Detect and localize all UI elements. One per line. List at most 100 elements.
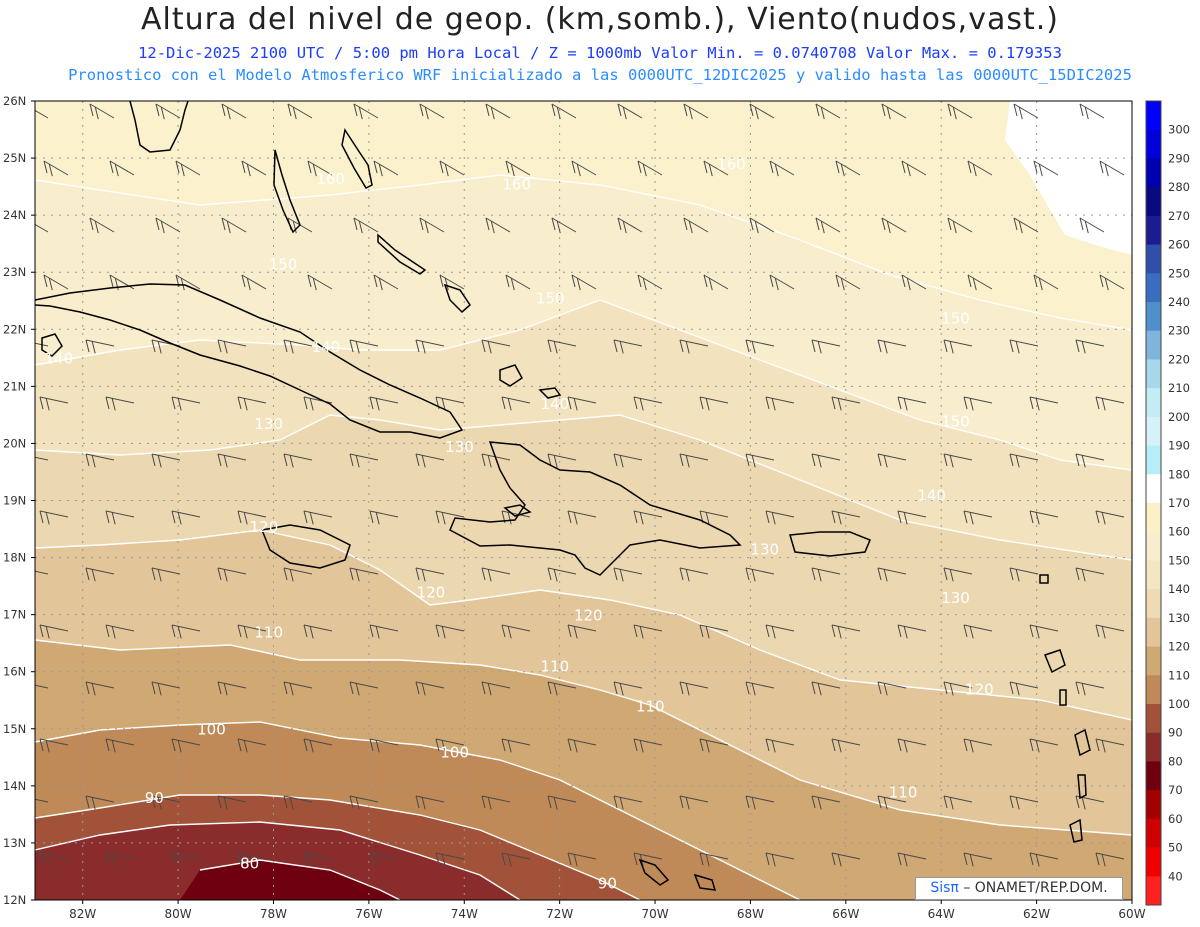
wind-barb — [943, 795, 973, 810]
wind-barb — [369, 852, 399, 867]
colorbar-swatch — [1146, 187, 1161, 217]
colorbar-swatch — [1146, 790, 1161, 820]
wind-barb — [1013, 103, 1039, 120]
lat-tick-label: 24N — [3, 208, 26, 222]
contour-label: 90 — [598, 875, 617, 893]
contour-label: 110 — [889, 783, 918, 801]
colorbar-swatch — [1146, 330, 1161, 360]
wind-barb — [151, 795, 181, 810]
wind-barb — [769, 160, 795, 177]
wind-barb — [349, 339, 379, 354]
wind-barb — [745, 681, 775, 696]
wind-barb — [901, 160, 927, 177]
wind-barb — [85, 681, 115, 696]
lat-tick-label: 16N — [3, 665, 26, 679]
contour-label: 110 — [541, 658, 570, 676]
wind-barb — [105, 852, 135, 867]
bahamas-acklins — [443, 283, 471, 314]
wind-barb — [105, 396, 135, 411]
dominica — [1059, 689, 1067, 706]
wind-barb — [1029, 396, 1059, 411]
contour-label: 130 — [941, 589, 970, 607]
wind-barb — [481, 681, 511, 696]
wind-barb — [35, 570, 49, 575]
hispaniola — [449, 441, 742, 576]
wind-barb — [369, 738, 399, 753]
wind-barb — [85, 453, 115, 468]
contour-label: 130 — [254, 415, 283, 433]
colorbar-label: 40 — [1168, 869, 1183, 883]
wind-barb — [831, 624, 861, 639]
wind-barb — [217, 795, 247, 810]
wind-barb — [283, 453, 313, 468]
wind-barb — [613, 339, 643, 354]
lon-tick-label: 80W — [165, 907, 192, 921]
wind-barb — [435, 852, 465, 867]
wind-barb — [241, 274, 267, 291]
wind-barb — [703, 160, 729, 177]
colorbar-label: 270 — [1168, 209, 1190, 223]
wind-barb — [39, 852, 69, 867]
wind-barb — [765, 510, 795, 525]
colorbar-label: 160 — [1168, 525, 1190, 539]
colorbar-label: 80 — [1168, 754, 1183, 768]
colorbar-swatch — [1146, 503, 1161, 533]
wind-barb — [171, 510, 201, 525]
wind-barb — [547, 453, 577, 468]
lat-tick-label: 19N — [3, 494, 26, 508]
contour-label: 150 — [536, 290, 565, 308]
colorbar-swatch — [1146, 215, 1161, 246]
wind-barb — [307, 274, 333, 291]
wind-barb — [171, 852, 201, 867]
wind-barb — [349, 681, 379, 696]
lon-tick-label: 64W — [928, 907, 955, 921]
wind-barb — [1009, 795, 1039, 810]
wind-barb — [765, 396, 795, 411]
turks-caicos — [538, 387, 562, 399]
wind-barb — [637, 160, 663, 177]
wind-barb — [1009, 567, 1039, 582]
bahamas-inagua — [499, 364, 523, 387]
colorbar-label: 50 — [1168, 841, 1183, 855]
lon-tick-label: 72W — [546, 907, 573, 921]
bahamas-eleuthera — [341, 128, 373, 189]
wind-barb — [221, 217, 247, 234]
lon-tick-label: 78W — [260, 907, 287, 921]
wind-barb — [35, 798, 49, 803]
wind-barb — [1075, 567, 1105, 582]
wind-barb — [967, 160, 993, 177]
wind-barb — [85, 795, 115, 810]
colorbar-swatch — [1146, 388, 1161, 418]
wind-barb — [765, 624, 795, 639]
wind-barb — [155, 217, 181, 234]
wind-barb — [547, 795, 577, 810]
wind-barb — [89, 217, 115, 234]
colorbar-swatch — [1146, 675, 1161, 705]
wind-barbs — [35, 103, 1125, 867]
wind-barb — [501, 738, 531, 753]
lat-tick-label: 21N — [3, 379, 26, 393]
contour-label: 110 — [636, 698, 665, 716]
wind-barb — [567, 738, 597, 753]
wind-barb — [415, 567, 445, 582]
wind-barb — [435, 624, 465, 639]
lat-tick-label: 15N — [3, 722, 26, 736]
wind-barb — [745, 567, 775, 582]
wind-barb — [415, 795, 445, 810]
lon-tick-label: 76W — [355, 907, 382, 921]
colorbar-label: 110 — [1168, 668, 1190, 682]
colorbar-label: 60 — [1168, 812, 1183, 826]
wind-barb — [105, 510, 135, 525]
antigua — [1039, 574, 1049, 584]
colorbar-swatch — [1146, 359, 1161, 389]
lon-tick-label: 62W — [1023, 907, 1050, 921]
wind-barb — [679, 795, 709, 810]
wind-barb — [505, 160, 531, 177]
wind-barb — [155, 103, 181, 120]
colorbar-swatch — [1146, 589, 1161, 619]
wind-barb — [349, 567, 379, 582]
wind-barb — [943, 453, 973, 468]
wind-barb — [415, 453, 445, 468]
lon-tick-label: 66W — [832, 907, 859, 921]
colorbar-label: 230 — [1168, 324, 1190, 338]
